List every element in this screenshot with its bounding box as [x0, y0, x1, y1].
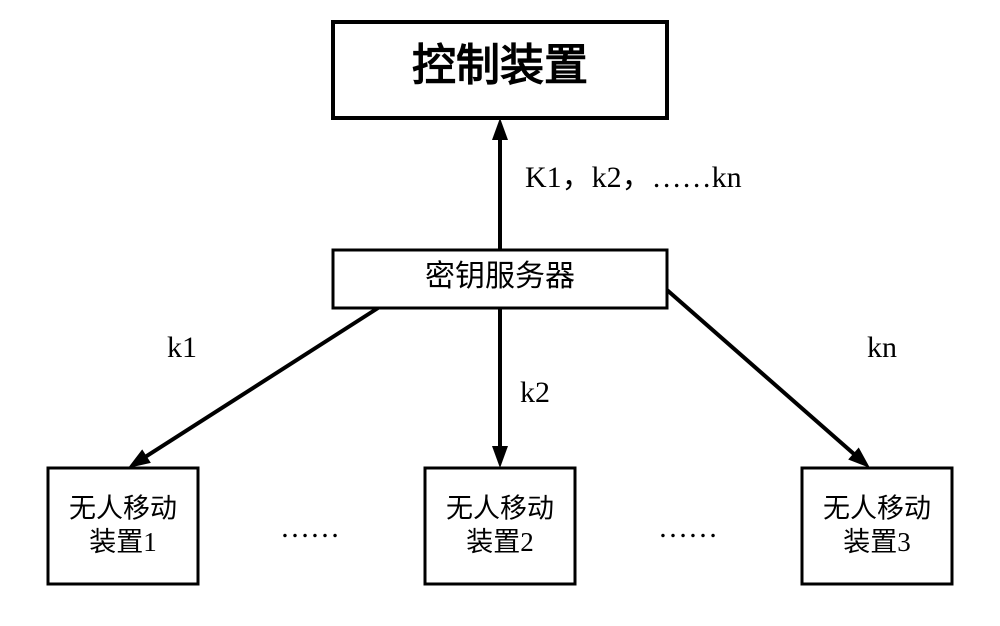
b2-label-line-1: 装置2 [466, 527, 534, 557]
b3-box [802, 468, 952, 584]
b2-box [425, 468, 575, 584]
ellipsis: …… [658, 511, 718, 544]
edge-label: K1，k2，……kn [525, 161, 742, 194]
b1-label-line-0: 无人移动 [69, 493, 177, 523]
top-label: 控制装置 [412, 41, 588, 90]
b3-label-line-1: 装置3 [843, 527, 911, 557]
ellipsis: …… [280, 511, 340, 544]
b1-box [48, 468, 198, 584]
b2-label-line-0: 无人移动 [446, 493, 554, 523]
edge-label: kn [867, 331, 897, 364]
b3-label-line-0: 无人移动 [823, 493, 931, 523]
mid-label: 密钥服务器 [425, 260, 575, 293]
edge-label: k1 [167, 331, 197, 364]
edge-label: k2 [520, 376, 550, 409]
b1-label-line-1: 装置1 [89, 527, 157, 557]
